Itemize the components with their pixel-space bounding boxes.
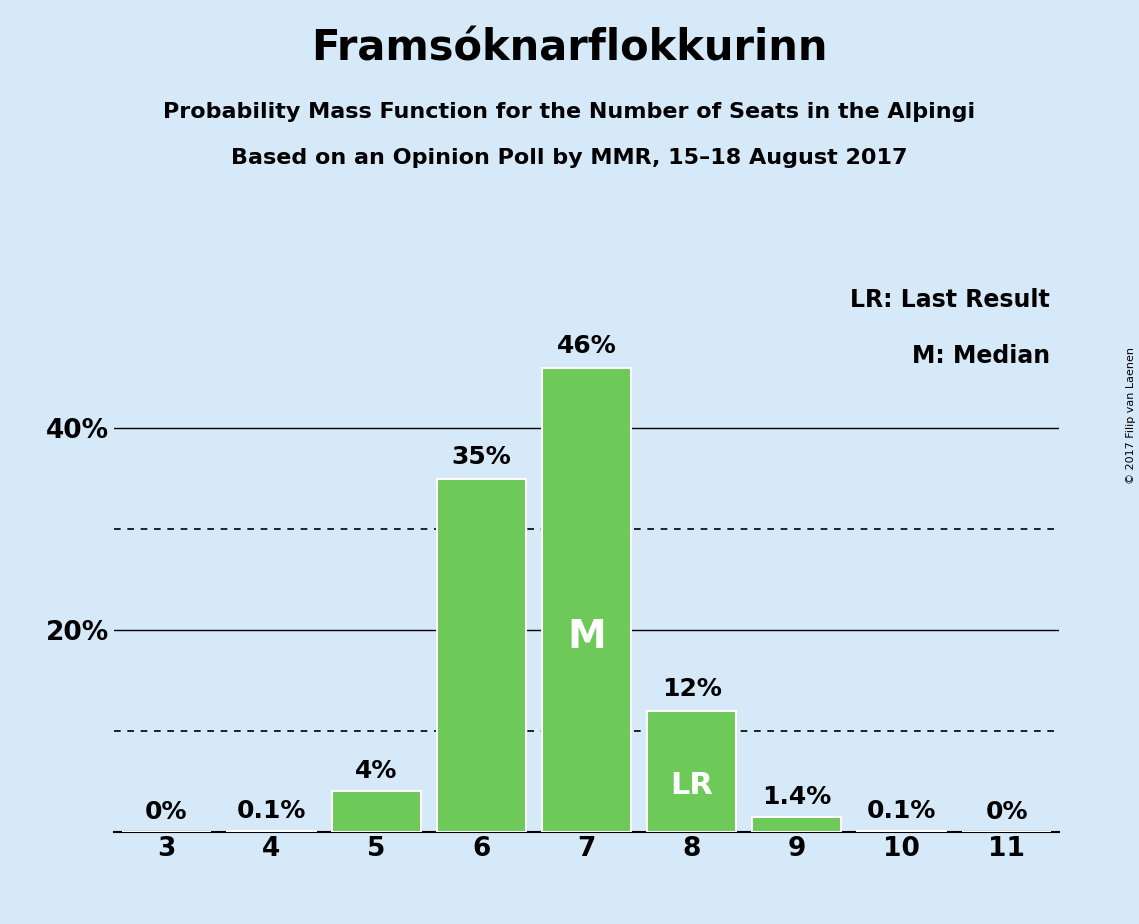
Bar (647, 711, 736, 832)
Text: 4%: 4% (355, 760, 398, 784)
Text: © 2017 Filip van Laenen: © 2017 Filip van Laenen (1126, 347, 1136, 484)
Text: 46%: 46% (557, 334, 616, 358)
Bar (331, 791, 421, 832)
Text: 0.1%: 0.1% (867, 798, 936, 822)
Text: Framsóknarflokkurinn: Framsóknarflokkurinn (311, 28, 828, 69)
Text: M: M (567, 618, 606, 656)
Text: 1.4%: 1.4% (762, 785, 831, 809)
Bar (227, 831, 317, 832)
Text: Probability Mass Function for the Number of Seats in the Alþingi: Probability Mass Function for the Number… (163, 102, 976, 122)
Text: M: Median: M: Median (911, 344, 1050, 368)
Text: LR: LR (670, 772, 713, 800)
Text: 12%: 12% (662, 676, 722, 700)
Text: 35%: 35% (452, 444, 511, 468)
Bar (857, 831, 947, 832)
Text: LR: Last Result: LR: Last Result (850, 288, 1050, 312)
Bar (437, 479, 526, 832)
Bar (752, 818, 842, 832)
Text: 0%: 0% (145, 799, 188, 823)
Text: 0%: 0% (985, 799, 1029, 823)
Bar (542, 368, 631, 832)
Text: Based on an Opinion Poll by MMR, 15–18 August 2017: Based on an Opinion Poll by MMR, 15–18 A… (231, 148, 908, 168)
Text: 0.1%: 0.1% (237, 798, 306, 822)
